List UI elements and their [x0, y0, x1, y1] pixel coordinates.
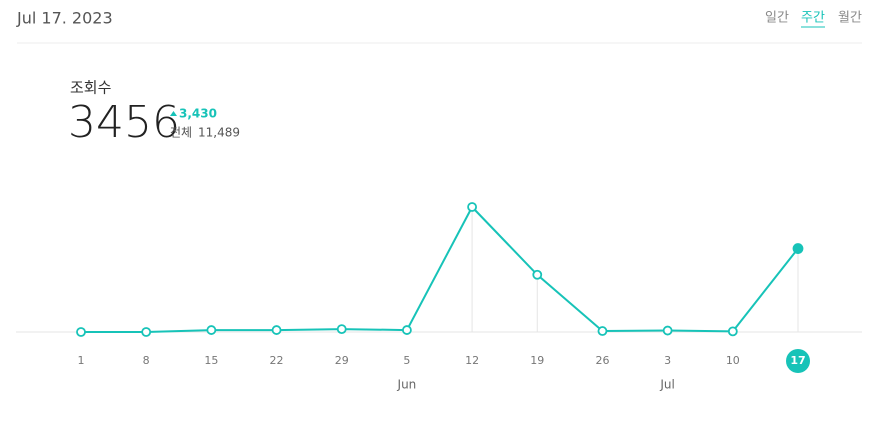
- x-tick-label: 26: [595, 354, 609, 367]
- point: [727, 326, 738, 337]
- x-tick-label: 8: [143, 354, 150, 367]
- stat-value: 3456: [68, 97, 180, 148]
- point: [141, 327, 152, 337]
- month-label: Jul: [659, 378, 674, 392]
- stat-change: 3,430: [179, 107, 217, 121]
- point: [532, 269, 543, 280]
- x-tick-label: 3: [664, 354, 671, 367]
- stat-total: 11,489: [198, 126, 240, 140]
- x-tick-label: 12: [465, 354, 479, 367]
- period-tab[interactable]: 주간: [801, 11, 825, 26]
- selected-marker: [786, 349, 810, 373]
- x-tick-label: 22: [270, 354, 284, 367]
- stat-label: 조회수: [70, 79, 111, 97]
- x-tick-label: 17: [790, 354, 805, 367]
- point: [467, 202, 477, 212]
- point: [662, 325, 673, 336]
- x-tick-label: 1: [78, 354, 85, 367]
- point: [336, 324, 347, 335]
- point: [597, 326, 608, 336]
- date: Jul 17. 2023: [16, 9, 113, 28]
- x-tick-label: 29: [335, 354, 349, 367]
- stat-total-label: 전체: [170, 126, 192, 140]
- point: [402, 325, 412, 335]
- line: [81, 205, 799, 333]
- month-label: Jun: [397, 378, 417, 392]
- period-tab[interactable]: 월간: [838, 11, 862, 26]
- x-tick-label: 5: [403, 354, 410, 367]
- x-tick-label: 15: [204, 354, 218, 367]
- point: [271, 325, 282, 335]
- x-tick-label: 10: [726, 354, 740, 367]
- point: [76, 327, 86, 337]
- point: [206, 325, 217, 335]
- x-tick-label: 19: [530, 354, 544, 367]
- point: [792, 243, 804, 254]
- up-arrow: [170, 111, 177, 116]
- period-tab[interactable]: 일간: [765, 11, 789, 26]
